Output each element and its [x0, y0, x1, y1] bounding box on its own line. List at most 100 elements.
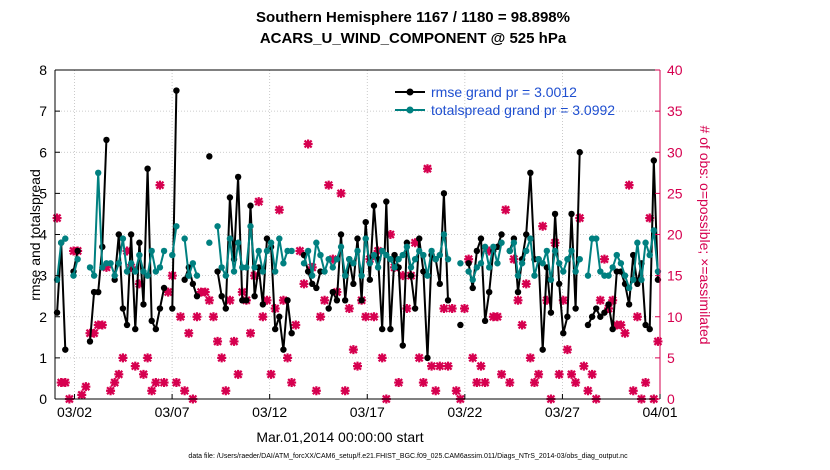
series-point-totalspread — [119, 235, 127, 242]
series-point-totalspread — [337, 243, 345, 251]
obs-count-marker — [571, 378, 581, 388]
series-point-rmse — [593, 305, 600, 312]
series-point-rmse — [407, 272, 415, 279]
series-point-totalspread — [346, 255, 353, 263]
series-point-rmse — [523, 231, 530, 238]
legend-label-rmse: rmse grand pr = 3.0012 — [431, 84, 577, 100]
series-point-rmse — [74, 247, 81, 255]
series-point-totalspread — [350, 260, 357, 267]
obs-count-marker — [538, 221, 548, 231]
obs-count-marker — [287, 378, 297, 388]
legend: rmse grand pr = 3.0012 totalspread grand … — [395, 84, 615, 118]
obs-count-marker — [513, 295, 523, 305]
series-point-totalspread — [625, 284, 633, 292]
obs-count-marker — [180, 386, 190, 396]
series-point-rmse — [136, 239, 143, 246]
series-point-totalspread — [333, 255, 341, 263]
series-point-rmse — [634, 280, 641, 288]
obs-count-marker — [653, 336, 663, 346]
series-point-rmse — [486, 288, 493, 296]
series-point-totalspread — [169, 251, 176, 259]
obs-count-marker — [278, 295, 288, 305]
obs-count-marker — [410, 238, 420, 248]
obs-count-marker — [258, 312, 268, 322]
series-point-rmse — [280, 346, 287, 353]
obs-count-marker — [497, 369, 507, 379]
series-point-rmse — [601, 309, 608, 316]
series-point-totalspread — [366, 260, 374, 267]
y-right-tick-label: 35 — [667, 103, 683, 119]
series-point-totalspread — [276, 235, 283, 242]
obs-count-marker — [143, 353, 153, 363]
obs-count-marker — [575, 213, 585, 223]
series-point-totalspread — [416, 247, 423, 255]
obs-count-marker — [377, 353, 387, 363]
y-left-tick-label: 8 — [39, 62, 47, 78]
obs-count-marker — [122, 246, 132, 256]
obs-count-marker — [291, 320, 301, 330]
series-point-totalspread — [387, 255, 394, 263]
series-point-totalspread — [378, 247, 386, 255]
obs-count-marker — [583, 386, 593, 396]
obs-count-marker — [266, 369, 276, 379]
y-left-tick-label: 5 — [39, 185, 47, 201]
obs-count-marker — [60, 378, 70, 388]
series-point-totalspread — [543, 247, 551, 255]
obs-count-marker — [213, 336, 223, 346]
series-point-totalspread — [551, 247, 559, 255]
series-point-totalspread — [255, 247, 262, 255]
obs-count-marker — [641, 378, 651, 388]
series-point-rmse — [399, 342, 406, 349]
series-point-totalspread — [70, 272, 77, 279]
obs-count-marker — [320, 295, 330, 305]
obs-count-marker — [451, 386, 461, 396]
obs-count-marker — [159, 378, 169, 388]
obs-count-marker — [427, 361, 437, 371]
obs-count-marker — [492, 312, 502, 322]
obs-count-marker — [439, 304, 449, 314]
series-point-totalspread — [189, 260, 197, 267]
series-point-totalspread — [395, 255, 402, 263]
series-point-totalspread — [506, 247, 513, 255]
obs-count-marker — [324, 180, 334, 190]
series-point-rmse — [156, 305, 164, 312]
series-point-totalspread — [300, 260, 308, 267]
series-point-rmse — [383, 198, 390, 205]
obs-count-marker — [579, 361, 589, 371]
series-point-rmse — [350, 280, 357, 288]
obs-count-marker — [225, 295, 235, 305]
series-point-rmse — [473, 247, 481, 255]
series-point-rmse — [86, 338, 94, 345]
series-point-rmse — [564, 313, 571, 320]
series-point-totalspread — [613, 251, 620, 259]
obs-count-marker — [616, 320, 626, 330]
series-point-totalspread — [247, 223, 254, 230]
series-point-totalspread — [572, 268, 579, 275]
obs-count-marker — [97, 320, 107, 330]
series-point-rmse — [597, 313, 604, 320]
series-point-totalspread — [74, 255, 81, 263]
obs-count-marker — [460, 304, 470, 314]
series-point-rmse — [411, 305, 419, 312]
series-point-rmse — [313, 284, 320, 292]
series-point-totalspread — [428, 247, 435, 255]
obs-count-marker — [398, 271, 408, 281]
series-point-rmse — [440, 190, 448, 197]
series-point-totalspread — [432, 255, 439, 263]
series-point-totalspread — [259, 268, 267, 275]
obs-count-marker — [484, 246, 494, 256]
series-point-rmse — [436, 280, 444, 288]
series-point-totalspread — [226, 235, 234, 242]
series-point-rmse — [189, 280, 197, 288]
obs-count-marker — [138, 369, 148, 379]
series-point-rmse — [243, 297, 250, 304]
x-tick-label: 04/01 — [642, 404, 677, 420]
series-point-totalspread — [650, 227, 658, 234]
series-line-totalspread — [171, 226, 178, 256]
obs-count-marker — [521, 279, 531, 289]
series-point-totalspread — [370, 251, 378, 259]
series-point-totalspread — [317, 251, 324, 259]
series-point-totalspread — [160, 247, 168, 255]
obs-count-marker — [233, 369, 243, 379]
y-right-tick-label: 0 — [667, 391, 675, 407]
